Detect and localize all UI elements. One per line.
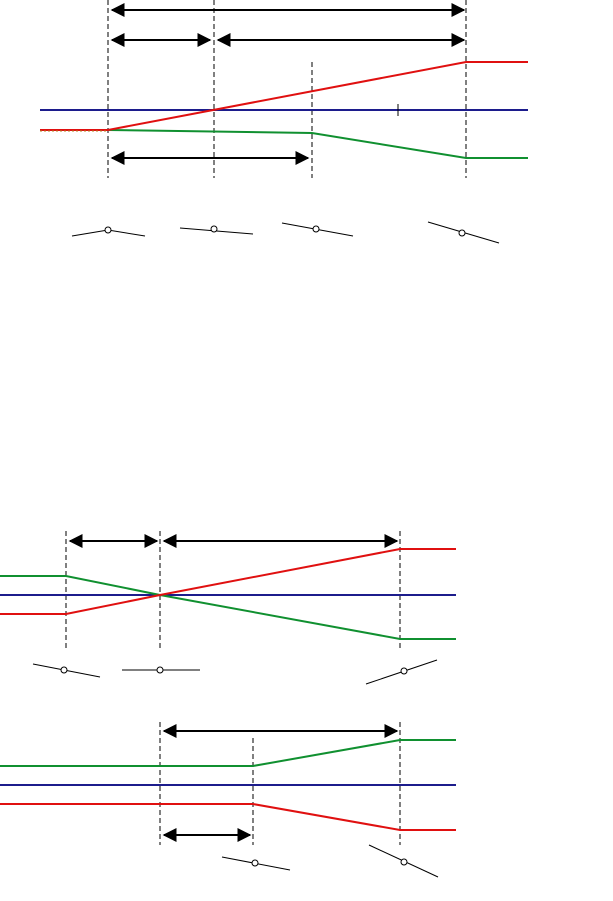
profile-red [0,803,456,831]
profile-green [0,575,456,640]
rail-sketch-2 [179,225,254,235]
profile-red [40,61,528,131]
rail-sketch-2 [122,666,200,674]
rail-sketch-1 [71,226,146,237]
panel-middle [0,531,456,685]
rail-sketch-2 [368,844,439,878]
rail-sketch-4 [427,221,500,244]
panel-bottom [0,722,456,878]
profile-green [40,129,528,159]
rail-sketch-1 [32,663,101,678]
panel-top [40,0,528,244]
rail-sketch-3 [281,222,354,237]
rail-sketch-1 [221,856,291,871]
profile-red [0,548,456,615]
rail-sketch-3 [365,659,438,685]
profile-green [0,739,456,767]
